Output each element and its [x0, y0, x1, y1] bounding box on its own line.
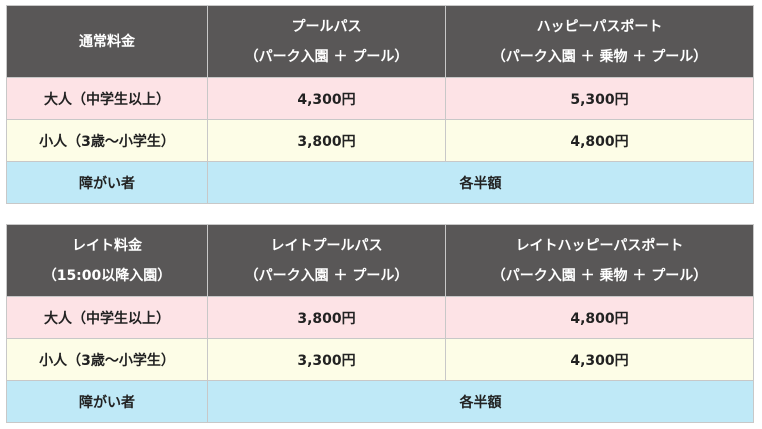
happy-passport-price: 4,300円 [445, 338, 754, 381]
row-label: 大人（中学生以上） [6, 296, 208, 339]
happy-passport-price: 4,800円 [445, 119, 754, 162]
pool-pass-price: 3,800円 [207, 296, 446, 339]
disabled-discount-value: 各半額 [207, 380, 754, 423]
regular-header-type-label: 通常料金 [79, 33, 135, 50]
late-row-child: 小人（3歳～小学生） 3,300円 4,300円 [6, 338, 754, 381]
late-happy-passport-subtitle: （パーク入園 ＋ 乗物 ＋ プール） [491, 267, 708, 284]
row-label: 大人（中学生以上） [6, 77, 208, 120]
late-header-type: レイト料金 （15:00以降入園） [6, 224, 208, 297]
late-pool-pass-title: レイトプールパス [270, 237, 383, 254]
late-header-row: レイト料金 （15:00以降入園） レイトプールパス （パーク入園 ＋ プール）… [6, 224, 754, 297]
late-header-pool-pass: レイトプールパス （パーク入園 ＋ プール） [207, 224, 446, 297]
pool-pass-price: 3,800円 [207, 119, 446, 162]
regular-header-row: 通常料金 プールパス （パーク入園 ＋ プール） ハッピーパスポート （パーク入… [6, 5, 754, 78]
regular-price-table: 通常料金 プールパス （パーク入園 ＋ プール） ハッピーパスポート （パーク入… [6, 5, 754, 204]
happy-passport-price: 4,800円 [445, 296, 754, 339]
late-row-disabled: 障がい者 各半額 [6, 380, 754, 423]
row-label: 小人（3歳～小学生） [6, 119, 208, 162]
late-price-table: レイト料金 （15:00以降入園） レイトプールパス （パーク入園 ＋ プール）… [6, 224, 754, 423]
regular-row-disabled: 障がい者 各半額 [6, 161, 754, 204]
late-row-adult: 大人（中学生以上） 3,800円 4,800円 [6, 296, 754, 339]
late-header-type-note: （15:00以降入園） [42, 267, 172, 284]
row-label: 小人（3歳～小学生） [6, 338, 208, 381]
disabled-discount-value: 各半額 [207, 161, 754, 204]
regular-header-pool-pass: プールパス （パーク入園 ＋ プール） [207, 5, 446, 78]
late-pool-pass-subtitle: （パーク入園 ＋ プール） [244, 267, 409, 284]
regular-row-child: 小人（3歳～小学生） 3,800円 4,800円 [6, 119, 754, 162]
row-label: 障がい者 [6, 161, 208, 204]
pool-pass-title: プールパス [291, 18, 362, 35]
pool-pass-subtitle: （パーク入園 ＋ プール） [244, 48, 409, 65]
regular-header-happy-passport: ハッピーパスポート （パーク入園 ＋ 乗物 ＋ プール） [445, 5, 754, 78]
pool-pass-price: 3,300円 [207, 338, 446, 381]
row-label: 障がい者 [6, 380, 208, 423]
late-header-type-label: レイト料金 [72, 237, 142, 254]
pool-pass-price: 4,300円 [207, 77, 446, 120]
happy-passport-title: ハッピーパスポート [536, 18, 663, 35]
late-header-happy-passport: レイトハッピーパスポート （パーク入園 ＋ 乗物 ＋ プール） [445, 224, 754, 297]
happy-passport-price: 5,300円 [445, 77, 754, 120]
regular-header-type: 通常料金 [6, 5, 208, 78]
happy-passport-subtitle: （パーク入園 ＋ 乗物 ＋ プール） [491, 48, 708, 65]
regular-row-adult: 大人（中学生以上） 4,300円 5,300円 [6, 77, 754, 120]
late-happy-passport-title: レイトハッピーパスポート [515, 237, 684, 254]
